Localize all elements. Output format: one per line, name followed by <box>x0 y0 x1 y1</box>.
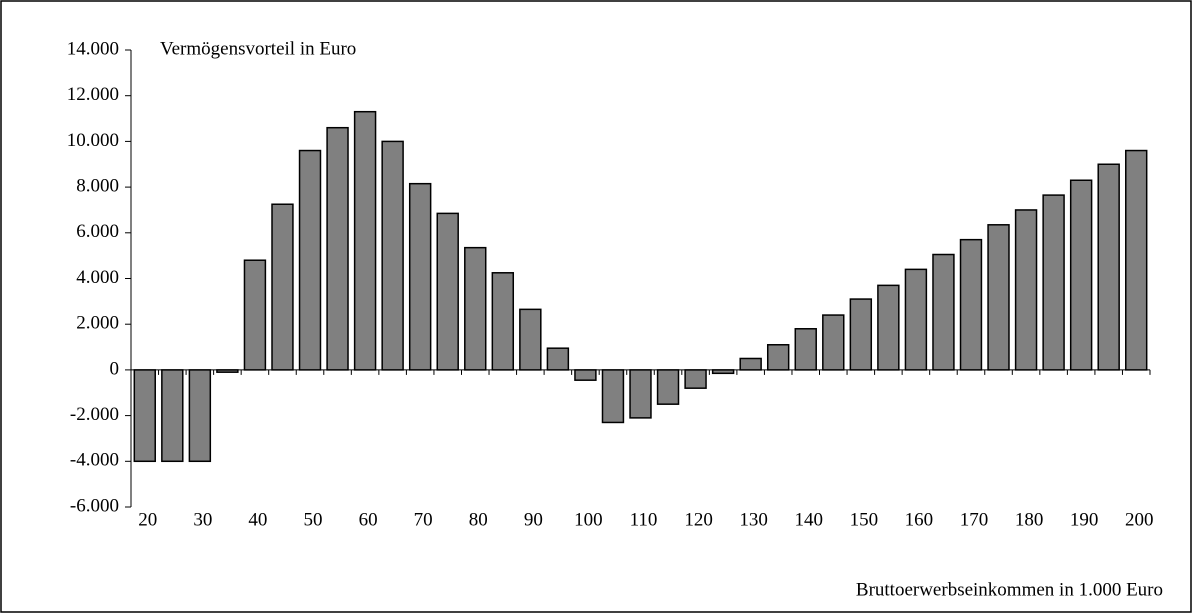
bar <box>987 224 1010 371</box>
bar <box>849 298 873 371</box>
x-tick-label: 110 <box>630 509 658 530</box>
x-tick-label: 130 <box>739 509 768 530</box>
bar <box>932 253 955 371</box>
bar <box>408 182 432 371</box>
bar <box>959 238 983 371</box>
y-tick-label: -2.000 <box>70 404 119 425</box>
bar <box>1069 179 1093 371</box>
y-tick-label: 4.000 <box>76 267 119 288</box>
bar <box>629 369 652 419</box>
x-tick-label: 100 <box>574 509 603 530</box>
x-tick-label: 50 <box>304 509 323 530</box>
bar <box>188 369 212 463</box>
bar <box>877 284 900 371</box>
bar <box>601 369 625 424</box>
x-tick-label: 180 <box>1015 509 1044 530</box>
x-tick-label: 20 <box>138 509 157 530</box>
bar <box>133 369 156 463</box>
y-tick-label: 2.000 <box>76 313 119 334</box>
bar <box>794 328 817 371</box>
bar <box>464 246 487 371</box>
bar <box>656 369 680 405</box>
y-tick-label: 6.000 <box>76 221 119 242</box>
x-tick-label: 140 <box>794 509 823 530</box>
y-tick-label: 14.000 <box>67 38 119 59</box>
y-tick-label: -4.000 <box>70 450 119 471</box>
bar <box>1125 149 1148 371</box>
bar <box>739 357 762 371</box>
bar <box>684 369 707 389</box>
bar <box>711 369 735 375</box>
x-tick-label: 60 <box>359 509 378 530</box>
bar <box>298 149 322 371</box>
bar <box>436 212 459 371</box>
bar <box>822 314 845 371</box>
x-tick-label: 80 <box>469 509 488 530</box>
y-tick-label: 10.000 <box>67 130 119 151</box>
bar <box>1014 209 1038 371</box>
bar <box>491 272 515 371</box>
bar <box>766 344 790 371</box>
x-tick-label: 190 <box>1070 509 1099 530</box>
y-tick-label: 8.000 <box>76 175 119 196</box>
x-tick-label: 90 <box>524 509 543 530</box>
x-tick-label: 170 <box>960 509 989 530</box>
x-tick-label: 200 <box>1125 509 1154 530</box>
x-tick-label: 160 <box>905 509 934 530</box>
bar <box>381 140 404 371</box>
bar <box>546 347 570 371</box>
bar <box>216 369 239 373</box>
y-tick-label: 12.000 <box>67 84 119 105</box>
x-tick-label: 40 <box>248 509 267 530</box>
bar <box>161 369 184 463</box>
y-tick-label: -6.000 <box>70 495 119 516</box>
x-tick-label: 120 <box>684 509 713 530</box>
annotation: Vermögensvorteil in Euro <box>160 38 356 59</box>
x-tick-label: 70 <box>414 509 433 530</box>
bar <box>519 308 542 371</box>
bar <box>1042 194 1065 371</box>
x-tick-label: 30 <box>193 509 212 530</box>
x-axis-label: Bruttoerwerbseinkommen in 1.000 Euro <box>856 579 1163 600</box>
bar <box>353 110 377 371</box>
x-tick-label: 150 <box>850 509 879 530</box>
y-tick-label: 0 <box>110 358 120 379</box>
bar <box>271 203 294 371</box>
bar <box>574 369 597 381</box>
bar <box>243 259 267 371</box>
bar <box>904 268 928 371</box>
bar <box>1097 163 1120 371</box>
bar <box>326 126 349 371</box>
